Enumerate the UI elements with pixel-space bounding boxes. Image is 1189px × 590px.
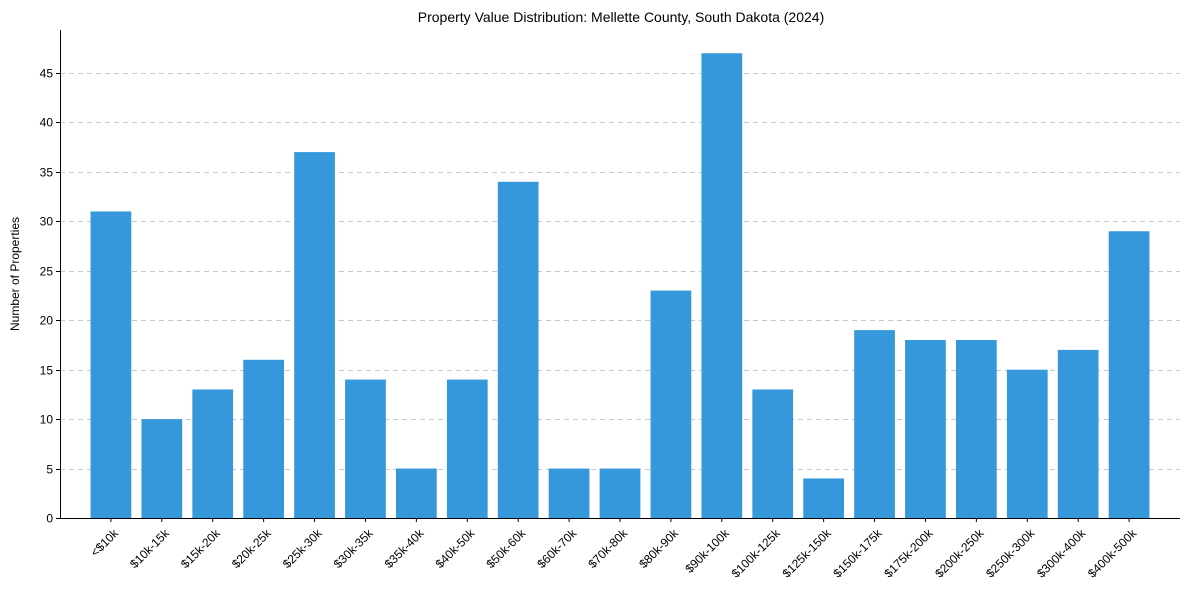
bar <box>650 290 692 518</box>
bar <box>192 389 234 518</box>
x-tick-label: $80k-90k <box>636 526 682 572</box>
x-tick-label: $70k-80k <box>585 526 631 572</box>
bar <box>548 468 590 518</box>
y-tick-label: 30 <box>40 215 54 229</box>
y-ticks: 0 5 10 15 20 25 30 35 40 45 <box>40 67 60 526</box>
bars <box>90 53 1150 519</box>
bar <box>905 340 946 518</box>
bar <box>701 53 743 518</box>
x-tick-label: $50k-60k <box>483 526 529 572</box>
x-tick-label: $30k-35k <box>331 526 377 572</box>
bar <box>803 478 844 518</box>
x-tick-label: $100k-125k <box>729 526 784 581</box>
bar <box>752 389 794 518</box>
y-tick-label: 25 <box>40 265 54 279</box>
x-tick-label: $15k-20k <box>178 526 224 572</box>
x-tick-label: <$10k <box>88 526 122 560</box>
bar <box>345 379 386 518</box>
x-tick-label: $125k-150k <box>780 526 835 581</box>
bar <box>854 330 895 518</box>
bar <box>1108 231 1150 519</box>
x-tick-label: $175k-200k <box>881 526 936 581</box>
y-tick-label: 15 <box>40 364 54 378</box>
y-axis-label: Number of Properties <box>8 217 22 331</box>
x-tick-label: $35k-40k <box>382 526 428 572</box>
y-tick-label: 20 <box>40 314 54 328</box>
x-tick-label: $200k-250k <box>932 526 987 581</box>
chart-title: Property Value Distribution: Mellette Co… <box>418 9 824 25</box>
x-tick-label: $150k-175k <box>830 526 885 581</box>
x-tick-label: $10k-15k <box>127 526 173 572</box>
x-tick-label: $400k-500k <box>1085 526 1140 581</box>
bar <box>1057 349 1099 518</box>
bar <box>396 468 437 518</box>
y-tick-label: 45 <box>40 67 54 81</box>
bar <box>243 359 284 518</box>
y-tick-label: 5 <box>46 463 53 477</box>
y-tick-label: 40 <box>40 116 54 130</box>
x-tick-label: $60k-70k <box>534 526 580 572</box>
bar <box>446 379 488 518</box>
x-tick-label: $300k-400k <box>1034 526 1089 581</box>
x-tick-label: $90k-100k <box>682 526 732 576</box>
bar <box>1006 369 1048 518</box>
bar <box>599 468 641 518</box>
bar <box>956 340 997 518</box>
bar <box>141 419 183 518</box>
x-tick-label: $250k-300k <box>983 526 1038 581</box>
bar <box>90 211 132 519</box>
x-ticks: <$10k $10k-15k $15k-20k $20k-25k $25k-30k $30… <box>88 518 1140 580</box>
x-tick-label: $20k-25k <box>229 526 275 572</box>
y-tick-label: 35 <box>40 166 54 180</box>
y-tick-label: 0 <box>46 512 53 526</box>
y-tick-label: 10 <box>40 413 54 427</box>
x-tick-label: $40k-50k <box>433 526 479 572</box>
x-tick-label: $25k-30k <box>280 526 326 572</box>
bar <box>497 181 539 519</box>
bar <box>294 152 335 519</box>
